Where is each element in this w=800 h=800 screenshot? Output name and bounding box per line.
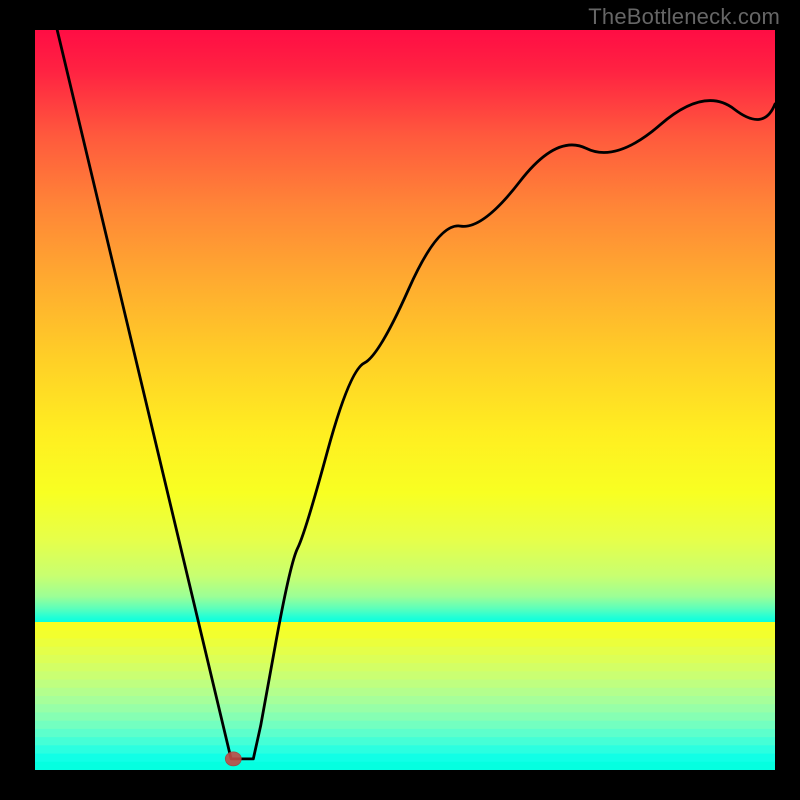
chart-frame: { "watermark_text": "TheBottleneck.com",…	[0, 0, 800, 800]
bottleneck-chart	[35, 30, 775, 770]
watermark-text: TheBottleneck.com	[588, 4, 780, 30]
optimum-marker	[225, 752, 241, 766]
